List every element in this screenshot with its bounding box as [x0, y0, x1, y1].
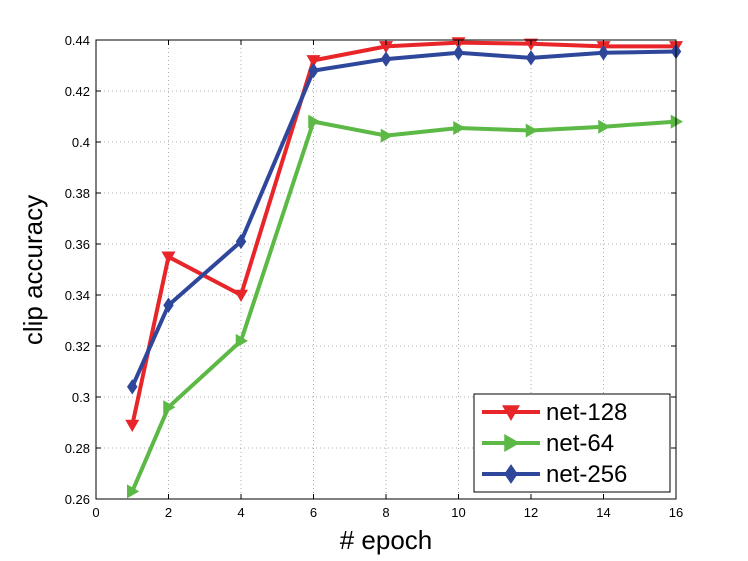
legend-label: net-128 — [546, 399, 627, 426]
legend-marker — [504, 434, 520, 452]
data-point-net-128 — [161, 251, 176, 264]
data-point-net-256 — [598, 45, 609, 61]
legend-label: net-256 — [546, 461, 627, 488]
data-point-net-128 — [379, 41, 393, 54]
y-tick-label: 0.44 — [65, 33, 90, 48]
legend-entry: net-128 — [482, 399, 627, 426]
data-point-net-64 — [380, 128, 393, 143]
y-tick-label: 0.42 — [65, 84, 90, 99]
y-tick-label: 0.38 — [65, 186, 90, 201]
x-tick-label: 6 — [310, 505, 317, 520]
legend: net-128 net-64 net-256 — [473, 393, 671, 493]
series-layer — [125, 37, 683, 499]
y-tick-label: 0.34 — [65, 288, 90, 303]
data-point-net-256 — [235, 233, 247, 250]
data-point-net-64 — [525, 123, 538, 138]
y-tick-label: 0.32 — [65, 339, 90, 354]
x-tick-label: 12 — [524, 505, 538, 520]
data-point-net-256 — [380, 51, 392, 67]
data-point-net-256 — [163, 297, 174, 313]
data-point-net-128 — [234, 289, 248, 302]
axis-ticks: 0 2 4 6 8 10 12 14 16 0.26 0.28 0.3 0.32 0.34 0.36 0.38… — [65, 33, 684, 520]
x-axis-title: # epoch — [340, 525, 433, 555]
data-point-net-64 — [453, 120, 466, 135]
series-net-256 — [127, 43, 682, 395]
series-net-128 — [125, 37, 683, 433]
grid — [96, 40, 676, 499]
y-tick-label: 0.4 — [72, 135, 90, 150]
data-point-net-256 — [308, 62, 319, 79]
x-tick-label: 0 — [92, 505, 99, 520]
legend-marker — [504, 464, 518, 484]
data-point-net-64 — [127, 484, 140, 499]
data-point-net-64 — [670, 114, 683, 129]
legend-entry: net-256 — [482, 461, 627, 488]
y-tick-label: 0.3 — [72, 390, 90, 405]
legend-label: net-64 — [546, 430, 614, 457]
x-tick-label: 14 — [596, 505, 610, 520]
data-point-net-128 — [306, 55, 321, 68]
x-tick-label: 10 — [451, 505, 465, 520]
y-tick-label: 0.36 — [65, 237, 90, 252]
y-tick-label: 0.28 — [65, 441, 90, 456]
series-net-64 — [127, 114, 683, 499]
data-point-net-256 — [453, 45, 464, 61]
data-point-net-64 — [163, 400, 176, 415]
x-tick-label: 8 — [382, 505, 389, 520]
legend-marker — [502, 405, 520, 421]
x-tick-label: 4 — [237, 505, 244, 520]
data-point-net-256 — [525, 50, 537, 66]
x-tick-label: 2 — [165, 505, 172, 520]
data-point-net-256 — [127, 379, 138, 395]
data-point-net-64 — [598, 119, 611, 134]
data-point-net-64 — [308, 114, 321, 129]
y-axis-title: clip accuracy — [18, 195, 48, 345]
data-point-net-64 — [235, 333, 248, 348]
data-point-net-128 — [125, 419, 140, 433]
y-tick-label: 0.26 — [65, 492, 90, 507]
legend-entry: net-64 — [482, 430, 614, 457]
x-tick-label: 16 — [669, 505, 683, 520]
